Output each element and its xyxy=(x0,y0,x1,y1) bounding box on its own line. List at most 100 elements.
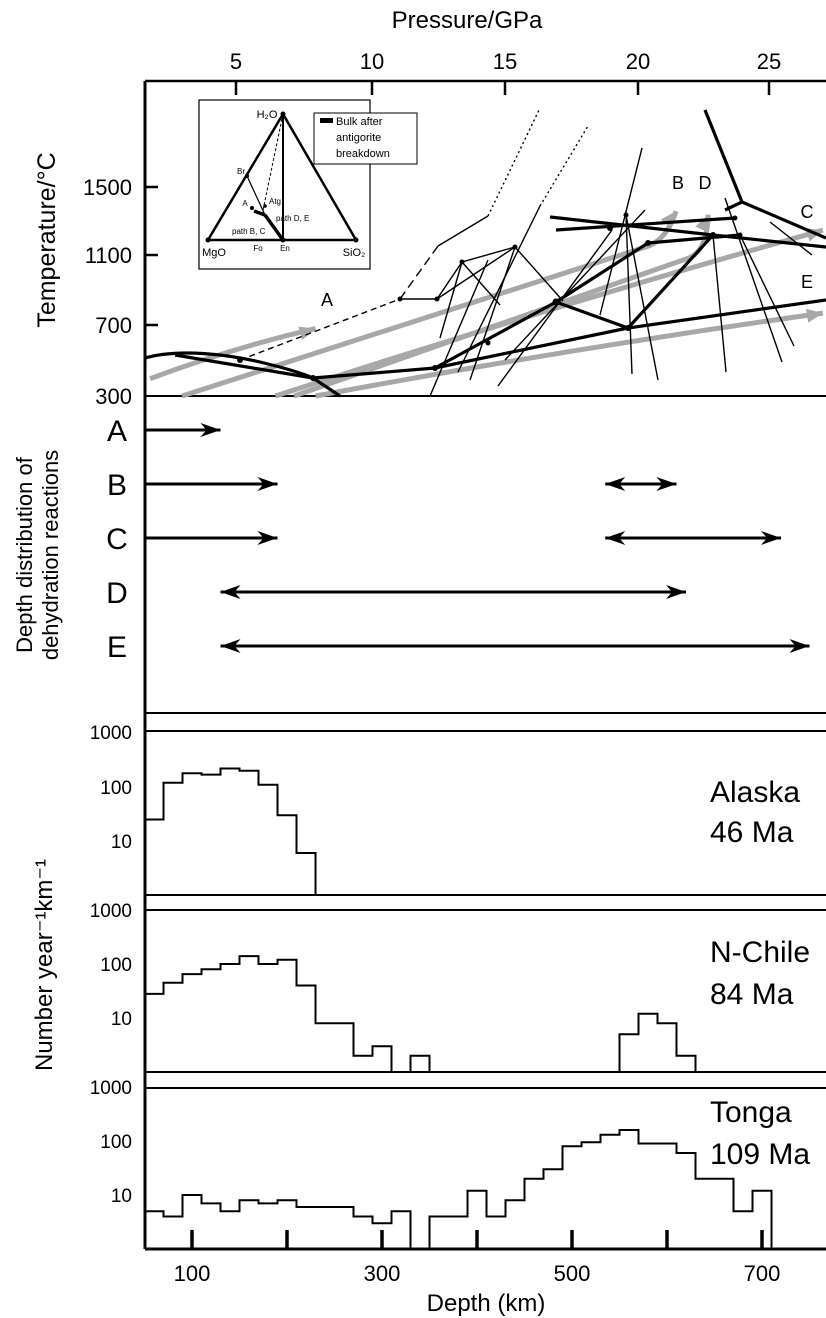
dehydration-row-label: C xyxy=(106,523,128,556)
temp-tick-label: 1500 xyxy=(83,175,132,200)
dehydration-axis-title-line1: Depth distribution of xyxy=(12,456,37,653)
ternary-inset: H₂O MgO SiO₂ Fo En Br A Atg path D, E pa… xyxy=(198,99,418,270)
histogram-bin xyxy=(240,771,259,895)
histogram-bin xyxy=(677,1153,696,1249)
reaction-line xyxy=(712,234,727,373)
histogram-alaska: 1000 100 10 Alaska 46 Ma xyxy=(90,723,826,896)
brucite-serpentine-join xyxy=(246,175,266,216)
range-arrowhead xyxy=(605,477,626,491)
invariant-point xyxy=(237,357,243,363)
histogram-bin xyxy=(164,783,183,895)
depth-tick-label: 300 xyxy=(364,1261,401,1286)
temp-tick-label: 300 xyxy=(95,384,132,409)
reaction-line-thick xyxy=(741,200,826,240)
temperature-axis-title: Temperature/°C xyxy=(33,152,61,327)
log-tick-label: 1000 xyxy=(90,723,132,744)
inset-point xyxy=(205,237,211,243)
reaction-line-thick xyxy=(627,298,826,330)
reaction-line xyxy=(497,229,613,387)
histogram-outline xyxy=(143,1129,773,1250)
pt-path-arrowhead xyxy=(298,326,316,340)
reaction-line-thick xyxy=(626,233,715,330)
reaction-line-thick xyxy=(434,326,629,370)
histogram-bin xyxy=(582,1142,601,1249)
invariant-point xyxy=(512,244,518,250)
histogram-bin xyxy=(354,1056,373,1072)
dehydration-row-label: A xyxy=(107,415,127,448)
histogram-bin xyxy=(335,1023,354,1072)
reaction-line-thick xyxy=(555,216,736,232)
log-tick-label: 100 xyxy=(100,955,132,976)
inset-a-label: A xyxy=(242,199,248,208)
range-arrowhead xyxy=(605,531,626,545)
histogram-bin xyxy=(240,1200,259,1249)
invariant-point xyxy=(645,240,651,246)
reaction-line xyxy=(437,215,489,247)
histogram-bin xyxy=(696,1179,715,1249)
invariant-point xyxy=(623,212,629,218)
pt-path-e xyxy=(315,310,824,399)
reaction-line xyxy=(487,107,541,217)
depth-tick-marks xyxy=(190,1230,764,1249)
histogram-bin xyxy=(297,853,316,895)
reaction-line-thick xyxy=(712,233,826,249)
reaction-line-thick xyxy=(555,241,649,304)
reaction-line-thick xyxy=(434,300,557,370)
inset-point xyxy=(353,237,359,243)
histogram-bin xyxy=(734,1211,753,1249)
histogram-bin xyxy=(411,1056,430,1072)
pt-path-arrowhead xyxy=(806,308,823,323)
log-tick-label: 1000 xyxy=(90,901,132,922)
main-reaction-lines xyxy=(144,109,826,398)
log-tick-label: 10 xyxy=(111,1186,132,1207)
pressure-tick-label: 10 xyxy=(360,49,384,74)
pt-path-c xyxy=(274,227,824,399)
inset-point xyxy=(263,204,267,208)
histogram-bin xyxy=(449,1217,468,1250)
invariant-points xyxy=(237,212,743,381)
reaction-line xyxy=(399,245,439,300)
histogram-bin xyxy=(202,775,221,895)
reaction-line xyxy=(539,125,589,207)
histogram-bin xyxy=(183,773,202,895)
reaction-line xyxy=(724,197,783,363)
histogram-bin xyxy=(145,1211,164,1249)
reaction-line-thick xyxy=(555,300,629,330)
histogram-bin xyxy=(487,1217,506,1250)
pt-path-arrowhead xyxy=(660,211,676,229)
inset-legend-line1: Bulk after xyxy=(336,116,383,128)
invariant-point xyxy=(310,375,316,381)
histogram-bin xyxy=(658,1023,677,1072)
inset-fo-label: Fo xyxy=(253,244,263,253)
path-label-e: E xyxy=(801,272,813,292)
pressure-tick-label: 15 xyxy=(493,49,517,74)
log-tick-label: 1000 xyxy=(90,1078,132,1099)
invariant-point xyxy=(434,296,440,302)
invariant-point xyxy=(625,325,631,331)
histogram-bin xyxy=(715,1179,734,1249)
temp-tick-label: 700 xyxy=(95,313,132,338)
histogram-bin xyxy=(620,1034,639,1072)
temperature-panel: Temperature/°C 1500 1100 700 300 xyxy=(33,79,826,409)
histogram-bin xyxy=(506,1200,525,1249)
histogram-bin xyxy=(601,1135,620,1249)
dehydration-axis-title-line2: dehydration reactions xyxy=(38,450,63,660)
histogram-bin xyxy=(240,956,259,1072)
inset-br-label: Br xyxy=(237,167,245,176)
log-tick-label: 10 xyxy=(111,832,132,853)
histogram-bin xyxy=(221,769,240,896)
invariant-point xyxy=(397,296,403,302)
histogram-bin xyxy=(620,1130,639,1249)
reaction-line xyxy=(429,259,489,397)
histogram-bin xyxy=(202,969,221,1072)
histogram-bin xyxy=(183,974,202,1072)
histogram-bin xyxy=(221,1211,240,1249)
tonga-age: 109 Ma xyxy=(710,1138,810,1171)
inset-sio2-label: SiO₂ xyxy=(343,247,366,259)
histogram-bin xyxy=(639,1144,658,1250)
invariant-point xyxy=(710,232,716,238)
histogram-bin xyxy=(259,964,278,1072)
range-arrowhead xyxy=(761,531,781,545)
